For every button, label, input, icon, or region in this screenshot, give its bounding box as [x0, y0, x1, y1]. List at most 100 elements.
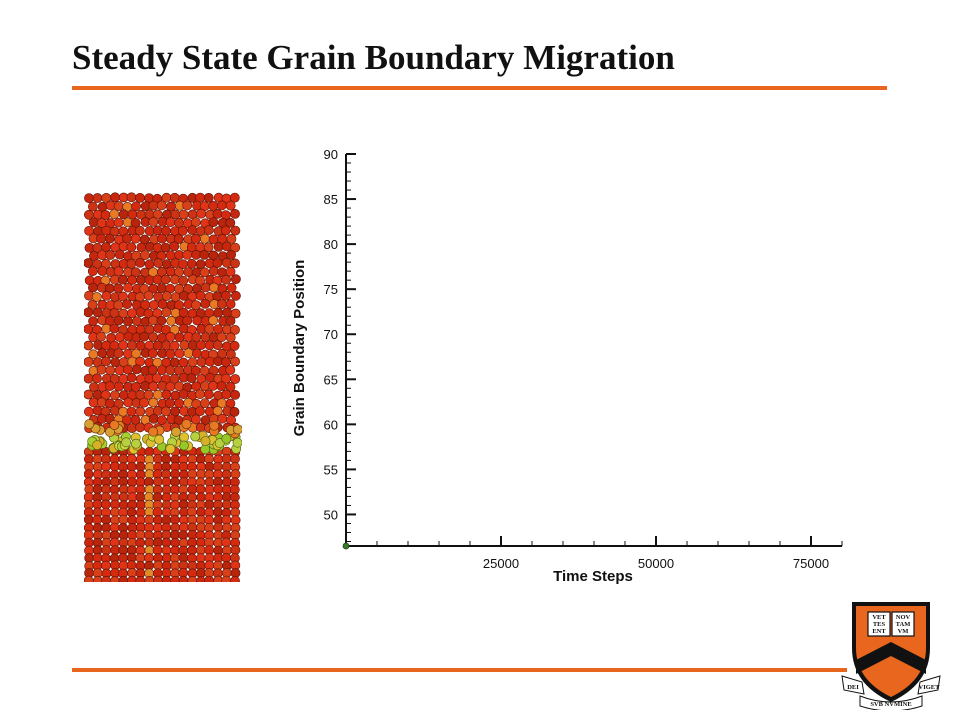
- atom: [220, 357, 231, 367]
- atom: [173, 234, 184, 244]
- atom: [130, 233, 141, 244]
- atom: [153, 575, 163, 582]
- boundary-atom: [179, 432, 190, 443]
- atom: [204, 575, 214, 582]
- boundary-atom: [121, 437, 132, 448]
- atom: [126, 406, 137, 417]
- atom: [127, 340, 137, 351]
- atom: [148, 348, 158, 359]
- book-text-1: VET: [872, 614, 886, 621]
- atom: [225, 349, 236, 360]
- atom: [148, 315, 158, 326]
- atom: [225, 299, 236, 309]
- atom: [152, 373, 162, 383]
- atom: [191, 414, 201, 425]
- atom: [226, 234, 237, 244]
- atom: [225, 332, 236, 343]
- x-tick-label-25000: 25000: [483, 556, 519, 571]
- atom: [109, 461, 120, 472]
- atom: [204, 225, 214, 235]
- atom: [217, 413, 228, 424]
- atom: [139, 397, 149, 408]
- atom: [93, 575, 103, 582]
- atom: [230, 225, 241, 236]
- atom: [170, 209, 181, 220]
- atom: [114, 249, 125, 260]
- atom: [165, 331, 176, 342]
- book-text-5: ENT: [872, 628, 886, 635]
- atom: [230, 274, 241, 285]
- transition-atom: [171, 426, 181, 437]
- atom: [200, 299, 211, 309]
- ribbon-right-text: VIGET: [919, 684, 941, 691]
- transition-atom: [232, 424, 242, 435]
- atom: [96, 397, 107, 408]
- ribbon-left: [841, 675, 865, 695]
- footer-rule: [72, 668, 847, 672]
- atom: [126, 372, 137, 383]
- atom: [92, 193, 103, 203]
- atom: [221, 389, 232, 400]
- atom: [196, 357, 207, 367]
- atom: [209, 282, 219, 293]
- atom: [118, 291, 128, 302]
- atom: [195, 259, 206, 270]
- atom: [178, 389, 189, 399]
- atom: [118, 454, 129, 464]
- atom: [113, 217, 124, 228]
- atom: [84, 193, 94, 203]
- atom: [183, 348, 194, 358]
- atom: [165, 217, 176, 228]
- atom: [114, 365, 125, 376]
- book-text-2: NOV: [896, 614, 911, 621]
- book-text-4: TAM: [896, 621, 911, 628]
- atom: [212, 340, 223, 351]
- atom: [161, 389, 172, 400]
- atom: [195, 422, 206, 433]
- atom: [101, 461, 111, 472]
- atom: [208, 380, 219, 391]
- atom: [225, 217, 236, 228]
- atom: [199, 250, 210, 260]
- x-tick-label-75000: 75000: [793, 556, 829, 571]
- atom: [84, 514, 94, 525]
- atom: [230, 258, 240, 269]
- atom: [212, 406, 223, 416]
- atom: [212, 208, 223, 219]
- atom: [135, 225, 145, 236]
- atom: [110, 192, 120, 203]
- atom: [213, 242, 224, 252]
- atom: [217, 299, 227, 309]
- atom: [226, 282, 237, 293]
- atom: [157, 415, 167, 426]
- atom: [135, 258, 146, 268]
- atom: [229, 192, 240, 203]
- atom: [200, 233, 210, 244]
- atom: [165, 348, 176, 359]
- atom: [123, 331, 134, 342]
- atom: [84, 406, 94, 417]
- atom: [192, 315, 203, 326]
- atom: [92, 373, 102, 384]
- atom: [221, 537, 232, 548]
- atom: [132, 316, 142, 327]
- atom: [191, 234, 201, 244]
- atom: [161, 575, 172, 582]
- atom: [174, 348, 185, 359]
- atom: [127, 308, 137, 318]
- boundary-atom: [221, 433, 232, 444]
- transition-atom: [105, 426, 115, 437]
- atom: [187, 576, 198, 582]
- atom: [186, 258, 197, 269]
- atom: [87, 201, 98, 212]
- atom: [104, 233, 115, 244]
- data-point: [342, 542, 350, 550]
- atom: [109, 209, 120, 219]
- atom: [101, 291, 112, 301]
- transition-atom: [84, 419, 95, 429]
- atom: [152, 545, 163, 555]
- atom: [139, 331, 150, 342]
- chart-ticks: 50 55 60 65 70 75 80 85 90 25000 50000 75000: [324, 147, 843, 571]
- atom: [216, 200, 227, 211]
- book-icon: VET NOV TES TAM ENT VM: [867, 611, 915, 637]
